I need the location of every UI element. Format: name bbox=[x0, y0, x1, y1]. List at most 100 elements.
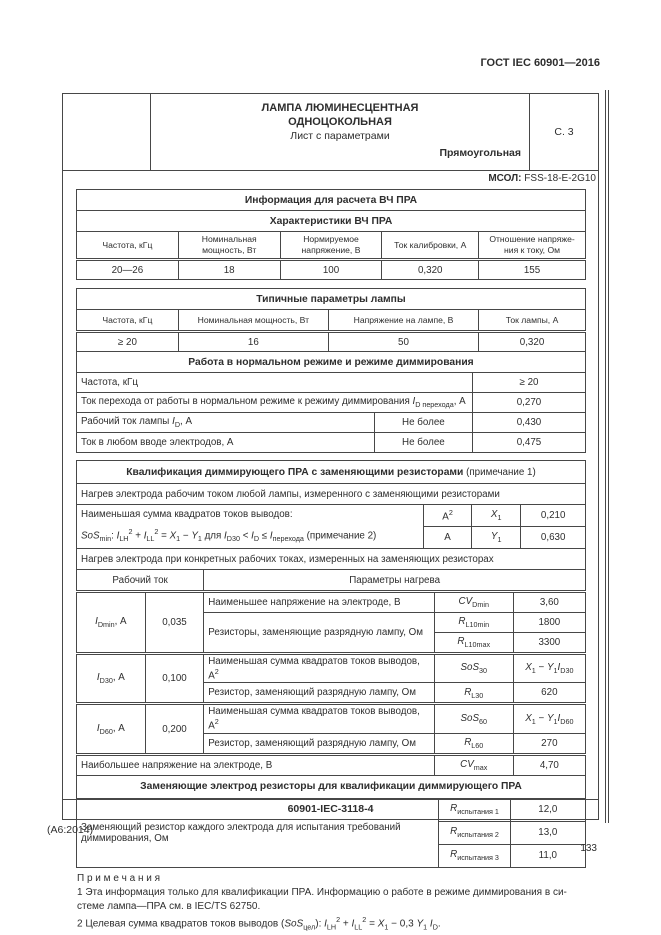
param-value: 11,0 bbox=[509, 843, 587, 868]
column-header: Частота, кГц bbox=[76, 231, 179, 261]
column-header: Ток лампы, А bbox=[478, 309, 586, 333]
typical-table-title: Типичные параметры лампы bbox=[76, 288, 586, 310]
row-label: Нагрев электрода рабочим током любой лам… bbox=[76, 483, 586, 505]
section-title: Работа в нормальном режиме и режиме димм… bbox=[76, 351, 586, 373]
row-label: Нагрев электрода при конкретных рабочих … bbox=[76, 548, 586, 571]
qualification-table: Квалификация диммирующего ПРА с заменяющ… bbox=[76, 460, 586, 484]
dimming-section-table: Работа в нормальном режиме и режиме димм… bbox=[76, 351, 586, 453]
symbol-cell: Y1 bbox=[470, 526, 522, 550]
param-value: 13,0 bbox=[509, 820, 587, 845]
row-label: Рабочий ток лампы ID, А bbox=[76, 412, 375, 433]
typical-table: Типичные параметры лампы Частота, кГц Но… bbox=[76, 288, 586, 352]
current-value: 0,200 bbox=[144, 702, 205, 755]
param-symbol: CVmax bbox=[433, 752, 514, 776]
row-value: ≥ 20 bbox=[472, 372, 586, 393]
lamp-shape: Прямоугольная bbox=[439, 147, 521, 159]
column-header: Номинальная мощность, Вт bbox=[177, 231, 281, 261]
row-label: Ток в любом вводе электродов, А bbox=[76, 432, 375, 453]
param-value: 12,0 bbox=[509, 797, 587, 822]
footer-doc-code: 60901-IEC-3118-4 bbox=[63, 799, 598, 819]
param-value: 3,60 bbox=[512, 591, 587, 614]
param-value: 1800 bbox=[512, 612, 587, 634]
value-cell: 0,210 bbox=[520, 503, 586, 528]
qualification-title-bold: Квалификация диммирующего ПРА с заменяющ… bbox=[126, 466, 464, 478]
note-2: 2 Целевая сумма квадратов токов выводов … bbox=[77, 915, 441, 932]
param-value: X1 − Y1ID30 bbox=[512, 652, 587, 684]
column-header: Рабочий ток bbox=[75, 569, 205, 594]
param-symbol: RL10min bbox=[433, 612, 514, 634]
notes: П р и м е ч а н и я 1 Эта информация тол… bbox=[76, 872, 586, 934]
qualification-title: Квалификация диммирующего ПРА с заменяющ… bbox=[76, 460, 586, 484]
row-limit: Не более bbox=[373, 432, 474, 453]
header-table: ЛАМПА ЛЮМИНЕСЦЕНТНАЯ ОДНОЦОКОЛЬНАЯ Лист … bbox=[63, 94, 598, 171]
current-symbol: ID30, А bbox=[76, 652, 146, 705]
sheet-content: Информация для расчета ВЧ ПРА Характерис… bbox=[63, 189, 598, 934]
param-desc: Резистор, заменяющий разрядную лампу, Ом bbox=[203, 732, 435, 755]
current-symbol: IDmin, А bbox=[76, 591, 146, 655]
header-empty-cell bbox=[63, 94, 151, 170]
info-table: Информация для расчета ВЧ ПРА Характерис… bbox=[76, 189, 586, 280]
data-cell: 16 bbox=[177, 331, 329, 352]
column-header: Отношение напряже-ния к току, Ом bbox=[478, 231, 586, 261]
mcol-line: МСОЛ: FSS-18-E-2G10 bbox=[63, 171, 598, 187]
row-label: Заменяющий резистор каждого электрода дл… bbox=[75, 797, 440, 868]
mcol-label: МСОЛ: bbox=[488, 173, 522, 184]
info-table-subtitle: Характеристики ВЧ ПРА bbox=[76, 210, 586, 232]
column-header: Напряжение на лампе, В bbox=[327, 309, 480, 333]
param-desc: Резисторы, заменяющие разрядную лампу, О… bbox=[203, 612, 435, 655]
param-symbol: CVDmin bbox=[433, 591, 514, 614]
row-label: Наибольшее напряжение на электроде, В bbox=[76, 752, 435, 776]
unit-cell: А bbox=[423, 526, 472, 550]
resistors-table: Заменяющий резистор каждого электрода дл… bbox=[75, 797, 587, 868]
right-double-rule bbox=[605, 90, 609, 823]
data-cell: 100 bbox=[279, 259, 383, 280]
data-cell: 0,320 bbox=[381, 259, 480, 280]
column-header: Ток калибровки, А bbox=[381, 231, 480, 261]
row-value: 0,430 bbox=[472, 412, 586, 433]
data-cell: ≥ 20 bbox=[76, 331, 179, 352]
column-header: Частота, кГц bbox=[76, 309, 179, 333]
param-value: 3300 bbox=[512, 632, 587, 655]
row-value: 0,475 bbox=[472, 432, 586, 453]
qualification-title-note: (примечание 1) bbox=[463, 466, 536, 478]
value-cell: 0,630 bbox=[520, 526, 586, 550]
heating-any-row: Нагрев электрода рабочим током любой лам… bbox=[76, 483, 586, 505]
sheet-frame: ЛАМПА ЛЮМИНЕСЦЕНТНАЯ ОДНОЦОКОЛЬНАЯ Лист … bbox=[62, 93, 599, 932]
column-header: Номинальная мощность, Вт bbox=[177, 309, 329, 333]
current-symbol: ID60, А bbox=[76, 702, 146, 755]
sos-label: Наименьшая сумма квадратов токов выводов… bbox=[81, 509, 293, 520]
sheet-subtitle: Лист с параметрами bbox=[290, 130, 390, 142]
standard-reference: ГОСТ IEC 60901—2016 bbox=[480, 57, 600, 69]
heat-table: Рабочий ток Параметры нагрева IDmin, А 0… bbox=[75, 569, 587, 776]
row-label: Частота, кГц bbox=[76, 372, 473, 393]
sos-table: Наименьшая сумма квадратов токов выводов… bbox=[75, 503, 586, 550]
row-value: 0,270 bbox=[472, 392, 586, 413]
unit-cell: А2 bbox=[423, 503, 472, 528]
param-desc: Наименьшее напряжение на электроде, В bbox=[203, 591, 435, 614]
resistors-title-row: Заменяющие электрод резисторы для квалиф… bbox=[76, 774, 586, 799]
mcol-value: FSS-18-E-2G10 bbox=[524, 173, 596, 184]
current-value: 0,035 bbox=[144, 591, 205, 655]
column-header: Нормируемое напряжение, В bbox=[279, 231, 383, 261]
data-cell: 50 bbox=[327, 331, 480, 352]
header-title-cell: ЛАМПА ЛЮМИНЕСЦЕНТНАЯ ОДНОЦОКОЛЬНАЯ Лист … bbox=[151, 94, 529, 170]
info-table-title: Информация для расчета ВЧ ПРА bbox=[76, 189, 586, 211]
lamp-title-line1: ЛАМПА ЛЮМИНЕСЦЕНТНАЯ bbox=[261, 102, 419, 114]
lamp-title-line2: ОДНОЦОКОЛЬНАЯ bbox=[288, 116, 392, 128]
param-symbol: RL30 bbox=[433, 682, 514, 705]
param-value: 620 bbox=[512, 682, 587, 705]
column-header: Параметры нагрева bbox=[203, 569, 586, 594]
param-symbol: Rиспытания 3 bbox=[438, 843, 511, 868]
param-symbol: Rиспытания 2 bbox=[438, 820, 511, 845]
row-limit: Не более bbox=[373, 412, 474, 433]
page-number: 133 bbox=[580, 843, 597, 854]
param-symbol: SoS60 bbox=[433, 702, 514, 734]
sos-formula: SoSmin: ILH2 + ILL2 = X1 − Y1 для ID30 <… bbox=[81, 527, 377, 544]
data-cell: 20—26 bbox=[76, 259, 179, 280]
data-cell: 18 bbox=[177, 259, 281, 280]
sheet-page-ref: С. 3 bbox=[529, 94, 598, 170]
param-symbol: RL10max bbox=[433, 632, 514, 655]
param-desc: Наименьшая сумма квадратов токов выводов… bbox=[203, 652, 435, 684]
param-value: X1 − Y1ID60 bbox=[512, 702, 587, 734]
param-value: 270 bbox=[512, 732, 587, 755]
